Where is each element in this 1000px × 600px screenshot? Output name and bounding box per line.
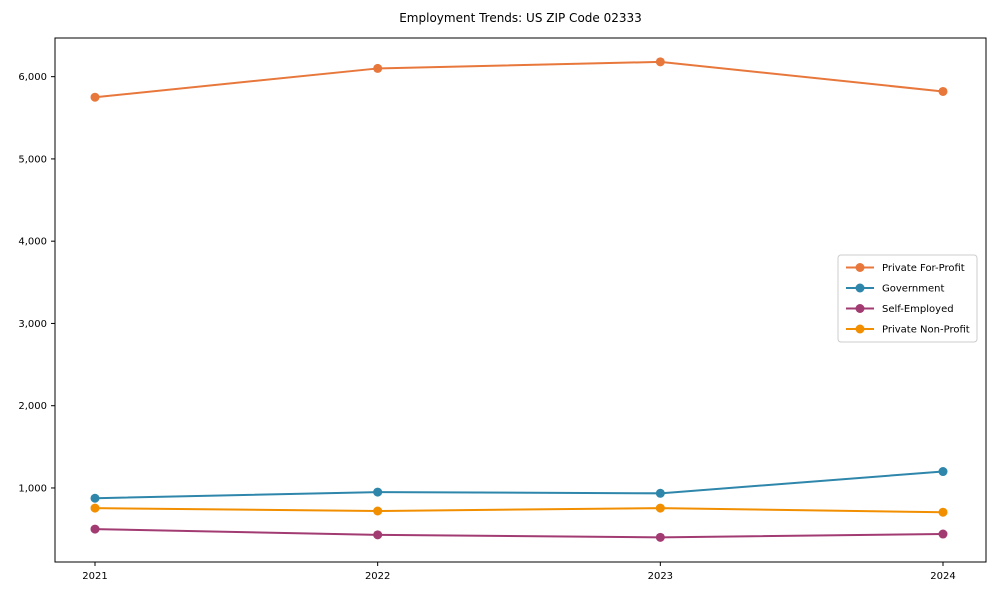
data-point-self-employed	[90, 524, 100, 534]
data-point-private-non-profit	[938, 507, 948, 517]
data-point-self-employed	[655, 532, 665, 542]
y-axis-tick-label: 1,000	[18, 483, 47, 494]
legend-label-government: Government	[882, 284, 944, 295]
data-point-private-non-profit	[373, 506, 383, 516]
y-axis-tick-label: 2,000	[18, 401, 47, 412]
data-point-private-for-profit	[938, 86, 948, 96]
x-axis-tick-label: 2024	[930, 571, 955, 582]
legend-marker-government	[855, 283, 865, 293]
plot-border	[54, 37, 987, 563]
x-axis-tick-label: 2021	[82, 571, 107, 582]
y-axis-tick-label: 5,000	[18, 154, 47, 165]
legend-label-private-non-profit: Private Non-Profit	[882, 325, 970, 336]
series-line-private-for-profit	[94, 60, 944, 99]
legend-marker-self-employed	[855, 304, 865, 313]
y-axis-tick-label: 6,000	[18, 72, 47, 83]
series-line-self-employed	[94, 528, 944, 539]
series-line-government	[94, 470, 944, 500]
data-point-private-for-profit	[373, 63, 383, 73]
data-point-government	[373, 487, 383, 497]
y-axis-tick-label: 3,000	[18, 319, 47, 330]
data-point-private-non-profit	[90, 503, 100, 513]
legend-label-private-for-profit: Private For-Profit	[882, 263, 965, 274]
series-line-private-non-profit	[94, 507, 944, 514]
legend-label-self-employed: Self-Employed	[882, 304, 954, 315]
legend-marker-private-non-profit	[855, 324, 865, 334]
data-point-government	[655, 488, 665, 498]
data-point-self-employed	[373, 530, 383, 540]
legend-box	[837, 254, 978, 343]
data-point-self-employed	[938, 529, 948, 539]
data-point-government	[938, 467, 948, 477]
x-axis-tick-label: 2022	[365, 571, 390, 582]
chart-title: Employment Trends: US ZIP Code 02333	[399, 11, 642, 25]
y-axis-tick-label: 4,000	[18, 237, 47, 248]
x-axis-tick-label: 2023	[648, 571, 673, 582]
data-point-private-for-profit	[655, 57, 665, 67]
data-point-government	[90, 493, 100, 503]
data-point-private-for-profit	[90, 92, 100, 102]
legend-marker-private-for-profit	[855, 263, 865, 272]
data-point-private-non-profit	[655, 503, 665, 513]
legend: Private For-Profit Government Self-Employe…	[837, 254, 978, 343]
